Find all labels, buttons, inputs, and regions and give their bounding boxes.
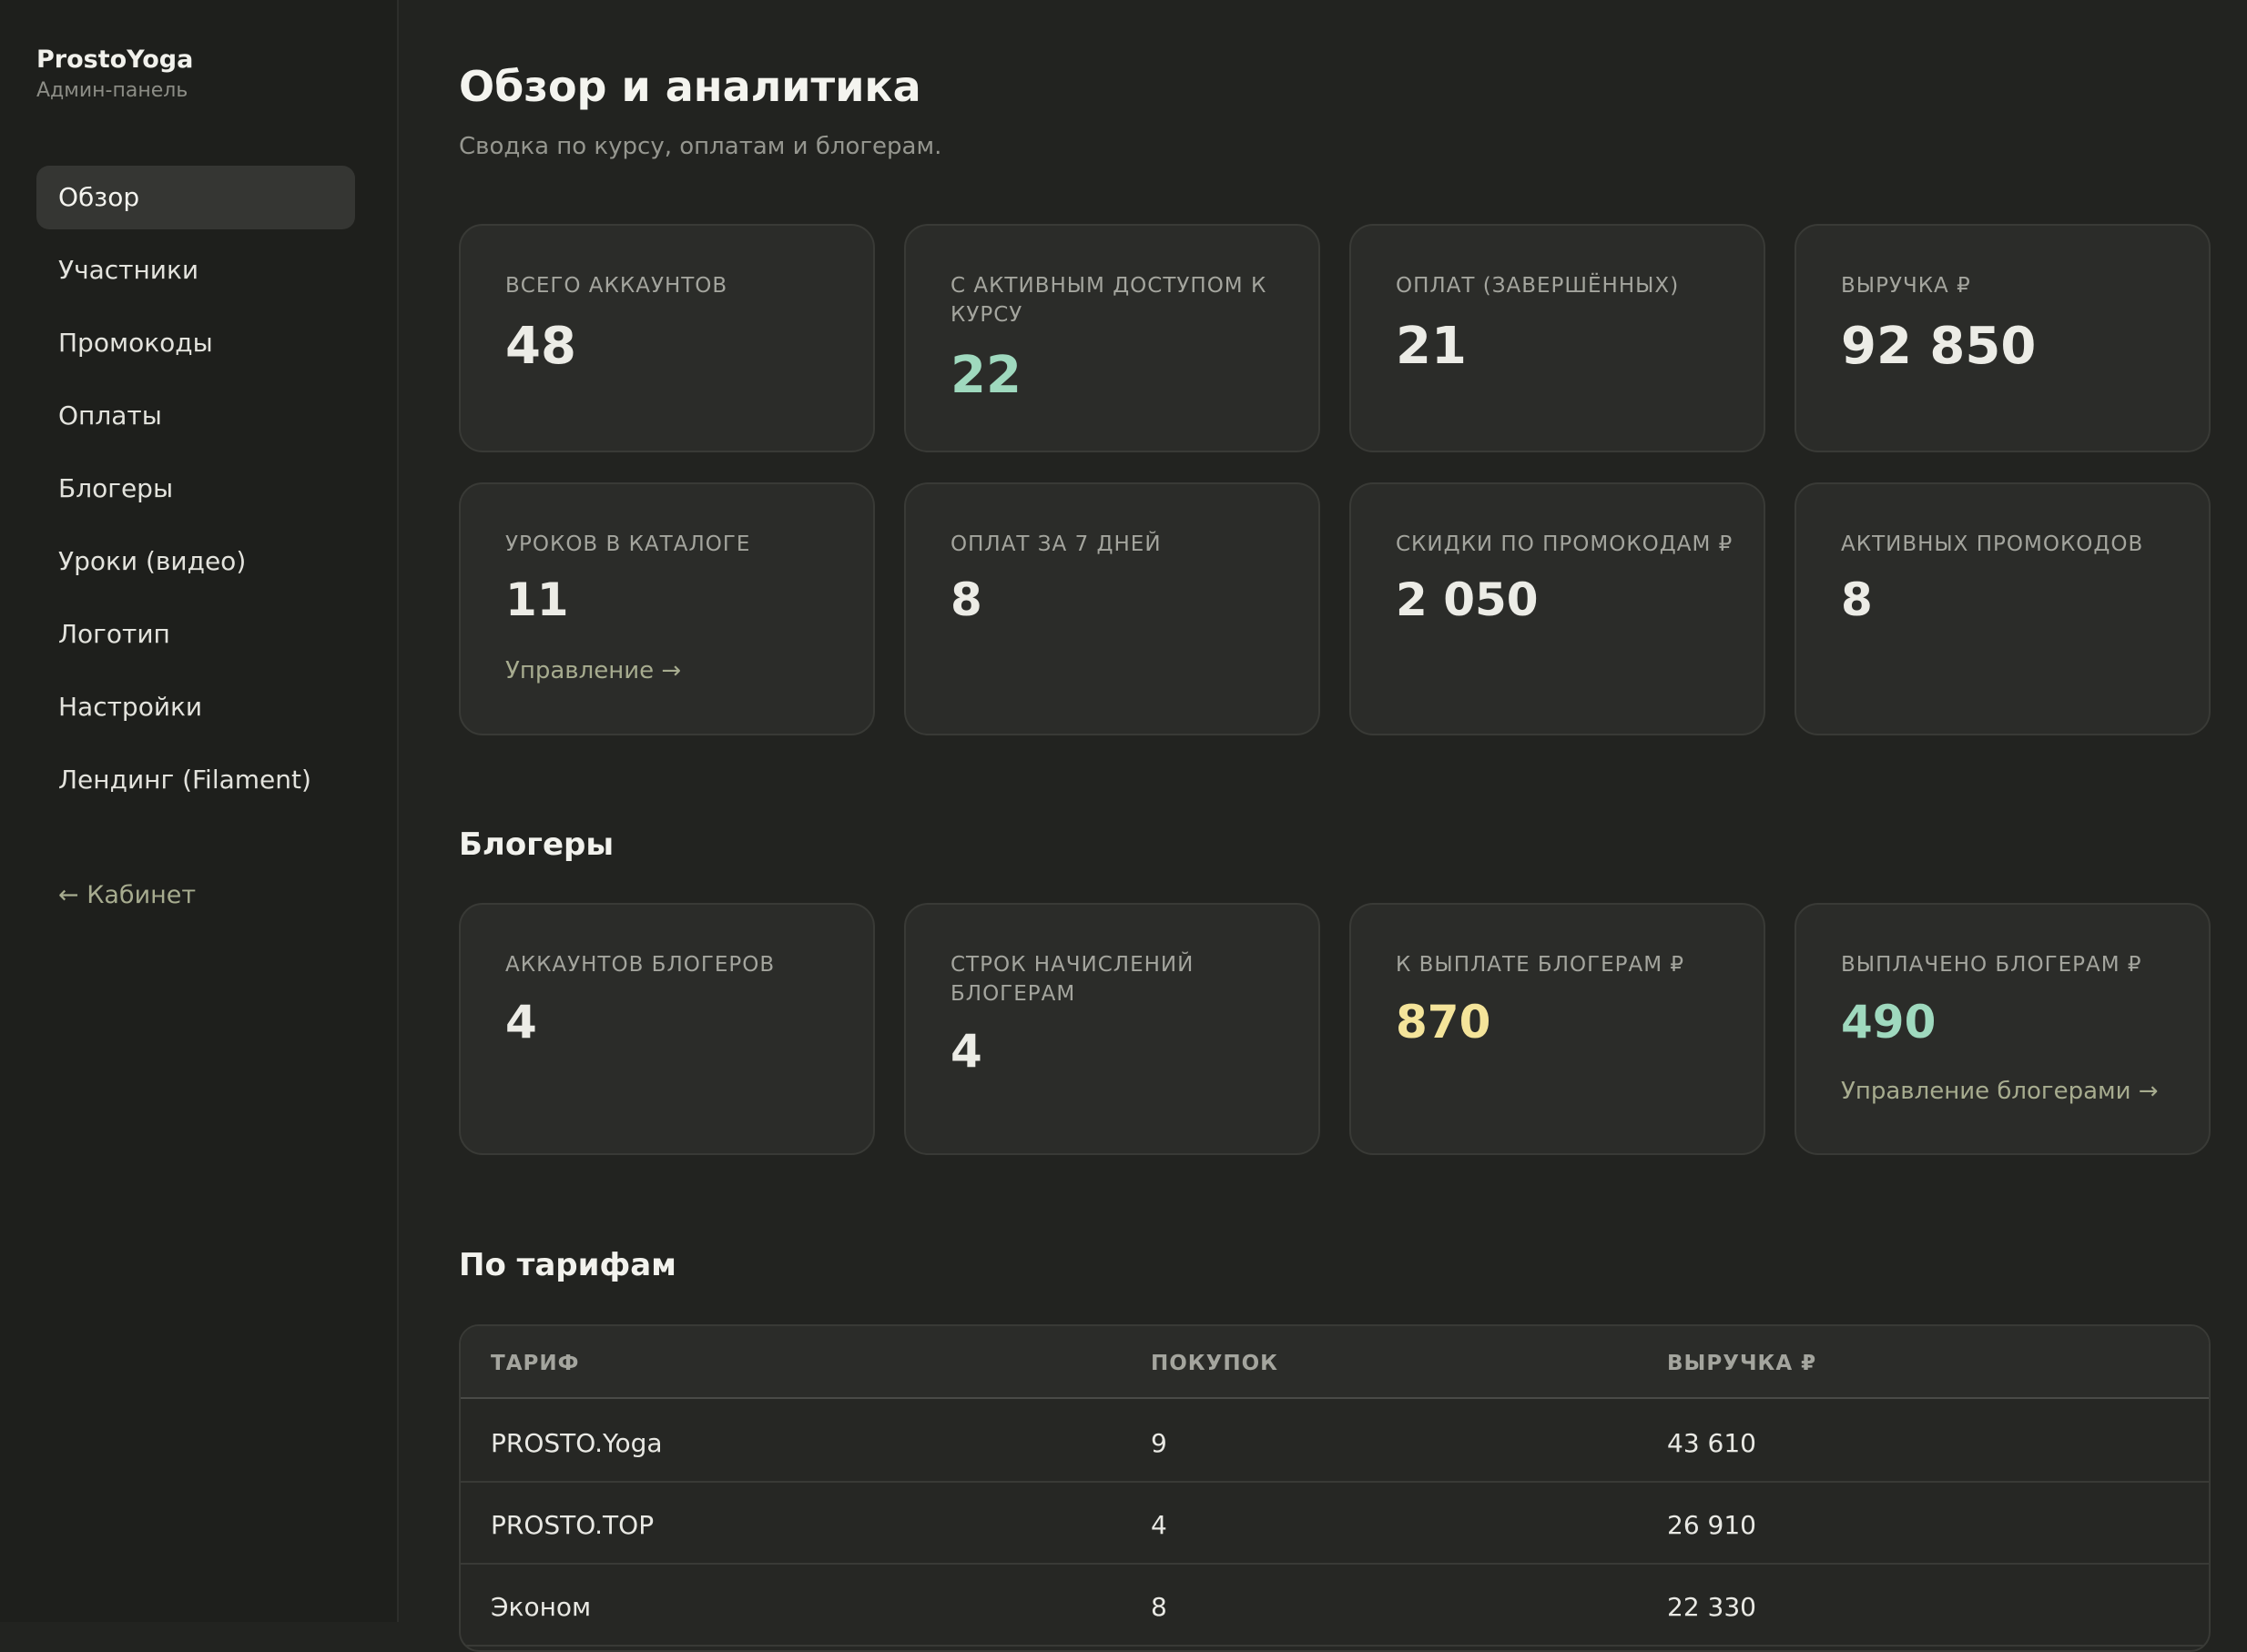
stat-label: Всего аккаунтов (505, 274, 728, 298)
purchases-cell: 4 (1151, 1510, 1167, 1540)
stat-value: 490 (1841, 996, 1937, 1049)
sidebar-item-landing[interactable]: Лендинг (Filament) (58, 765, 311, 795)
page-subtitle: Сводка по курсу, оплатам и блогерам. (459, 133, 942, 160)
stat-card-revenue: Выручка ₽ 92 850 (1795, 224, 2211, 452)
purchases-cell: 9 (1151, 1428, 1167, 1458)
back-to-cabinet-link[interactable]: ← Кабинет (58, 881, 197, 909)
blogger-card-to-pay: К выплате блогерам ₽ 870 (1349, 903, 1765, 1155)
purchases-cell: 8 (1151, 1592, 1167, 1622)
table-header: ТАРИФ ПОКУПОК ВЫРУЧКА ₽ (461, 1326, 2209, 1399)
table-row: Эконом 8 22 330 (461, 1565, 2209, 1647)
sidebar-nav: Обзор Участники Промокоды Оплаты Блогеры… (36, 166, 355, 821)
sidebar-item-bloggers[interactable]: Блогеры (58, 473, 174, 503)
stat-label: Строк начислений блогерам (951, 953, 1195, 1006)
column-header-purchases: ПОКУПОК (1151, 1352, 1278, 1375)
stat-value: 2 050 (1396, 573, 1539, 626)
revenue-cell: 43 610 (1667, 1428, 1756, 1458)
stat-value: 21 (1396, 317, 1467, 376)
stat-card-lessons-catalog: Уроков в каталоге 11 Управление → (459, 482, 875, 735)
stat-label: Уроков в каталоге (505, 532, 751, 556)
stat-value: 22 (951, 346, 1022, 405)
blogger-card-paid: Выплачено блогерам ₽ 490 Управление блог… (1795, 903, 2211, 1155)
column-header-revenue: ВЫРУЧКА ₽ (1667, 1352, 1817, 1375)
manage-lessons-link[interactable]: Управление → (505, 657, 682, 684)
stat-label: Оплат за 7 дней (951, 532, 1162, 556)
stat-label: С активным доступом к курсу (951, 274, 1267, 327)
table-row: PROSTO.Yoga 9 43 610 (461, 1401, 2209, 1483)
revenue-cell: 22 330 (1667, 1592, 1756, 1622)
sidebar-item-lessons[interactable]: Уроки (видео) (58, 546, 247, 576)
sidebar-item-payments[interactable]: Оплаты (58, 400, 162, 431)
column-header-tariff: ТАРИФ (491, 1352, 580, 1375)
stat-value: 48 (505, 317, 576, 376)
stat-card-payments-7-days: Оплат за 7 дней 8 (904, 482, 1320, 735)
tariffs-table: ТАРИФ ПОКУПОК ВЫРУЧКА ₽ PROSTO.Yoga 9 43… (459, 1324, 2211, 1652)
stat-card-total-accounts: Всего аккаунтов 48 (459, 224, 875, 452)
revenue-cell: 26 910 (1667, 1510, 1756, 1540)
stat-label: Выплачено блогерам ₽ (1841, 953, 2142, 977)
tariff-cell: Эконом (491, 1592, 592, 1622)
stat-value: 8 (1841, 573, 1873, 626)
sidebar-item-logo[interactable]: Логотип (58, 619, 170, 649)
stat-label: Аккаунтов блогеров (505, 953, 776, 977)
stat-card-promo-discounts: Скидки по промокодам ₽ 2 050 (1349, 482, 1765, 735)
stat-value: 870 (1396, 996, 1491, 1049)
tariff-cell: PROSTO.Yoga (491, 1428, 663, 1458)
stat-value: 11 (505, 573, 569, 626)
tariffs-section-title: По тарифам (459, 1247, 676, 1283)
blogger-card-accounts: Аккаунтов блогеров 4 (459, 903, 875, 1155)
sidebar-item-promocodes[interactable]: Промокоды (58, 328, 213, 358)
brand: ProstoYoga Админ-панель (36, 46, 193, 102)
sidebar-item-participants[interactable]: Участники (58, 255, 199, 285)
stat-value: 4 (505, 996, 537, 1049)
page-title: Обзор и аналитика (459, 62, 921, 111)
stat-label: К выплате блогерам ₽ (1396, 953, 1685, 977)
stat-label: Выручка ₽ (1841, 274, 1971, 298)
stat-label: Оплат (завершённых) (1396, 274, 1680, 298)
brand-subtitle: Админ-панель (36, 79, 188, 102)
sidebar: ProstoYoga Админ-панель Обзор Участники … (0, 0, 399, 1622)
stat-value: 92 850 (1841, 317, 2037, 376)
stat-value: 8 (951, 573, 982, 626)
stat-card-active-promocodes: Активных промокодов 8 (1795, 482, 2211, 735)
sidebar-item-overview[interactable]: Обзор (36, 166, 355, 229)
sidebar-item-settings[interactable]: Настройки (58, 692, 203, 722)
stat-label: Активных промокодов (1841, 532, 2144, 556)
stat-card-completed-payments: Оплат (завершённых) 21 (1349, 224, 1765, 452)
stat-card-active-access: С активным доступом к курсу 22 (904, 224, 1320, 452)
manage-bloggers-link[interactable]: Управление блогерами → (1841, 1078, 2159, 1105)
stat-value: 4 (951, 1025, 982, 1078)
blogger-card-accrual-rows: Строк начислений блогерам 4 (904, 903, 1320, 1155)
table-row: PROSTO.TOP 4 26 910 (461, 1483, 2209, 1565)
brand-name: ProstoYoga (36, 46, 194, 74)
bloggers-section-title: Блогеры (459, 826, 615, 863)
tariff-cell: PROSTO.TOP (491, 1510, 655, 1540)
stat-label: Скидки по промокодам ₽ (1396, 532, 1734, 556)
